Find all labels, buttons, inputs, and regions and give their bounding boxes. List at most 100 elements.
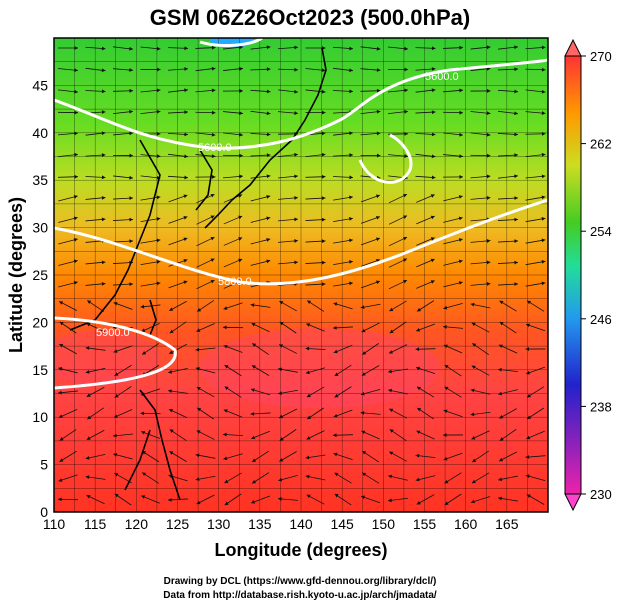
streamline-arrowhead [183,280,188,285]
streamline-arrowhead [349,68,353,73]
streamline-arrowhead [58,497,62,502]
streamline-arrowhead [73,195,78,199]
streamline-arrowhead [305,455,310,460]
contour-label: 5600.0 [198,142,232,154]
streamline-arrowhead [321,196,326,201]
contour-label: 5600.0 [425,71,459,83]
streamline-arrowhead [362,472,367,477]
x-tick-label: 150 [372,516,396,532]
streamline-arrowhead [541,281,546,286]
streamline-arrowhead [58,367,63,371]
y-axis-ticks: 0 5 10 15 20 25 30 35 40 45 [32,77,48,520]
streamline-arrowhead [266,111,271,116]
streamline-arrowhead [486,196,491,200]
streamline-arrowhead [223,306,228,310]
streamline-arrowhead [404,67,408,72]
streamline-arrowhead [431,46,436,51]
streamline-arrowhead [59,437,64,441]
streamline-arrowhead [362,351,367,355]
streamline-arrowhead [196,430,201,434]
streamline-arrowhead [223,344,228,349]
streamline-arrowhead [169,451,174,455]
streamline-arrowhead [113,349,118,353]
streamline-arrowhead [321,68,326,73]
streamline-arrowhead [141,328,146,332]
streamline-arrowhead [498,391,503,396]
streamline-arrowhead [239,45,243,50]
streamline-arrowhead [404,131,408,136]
streamline-arrowhead [472,458,477,463]
streamline-arrowhead [184,67,188,71]
streamline-arrowhead [73,216,78,221]
streamline-arrowhead [223,409,228,413]
streamline-arrowhead [376,46,381,51]
streamline-arrowhead [416,500,421,505]
streamline-arrowhead [85,346,90,351]
streamline-arrowhead [266,195,271,199]
streamline-arrowhead [404,46,408,51]
streamline-arrowhead [156,260,161,264]
streamline-arrowhead [129,175,133,180]
streamline-arrowhead [388,474,393,479]
streamline-arrowhead [349,175,353,180]
streamline-arrowhead [211,132,216,137]
streamline-arrowhead [251,322,256,327]
streamline-arrowhead [294,111,298,115]
streamline-arrowhead [101,153,106,157]
streamline-arrowhead [458,281,463,285]
streamline-arrowhead [238,215,243,220]
streamline-arrowhead [278,391,282,396]
streamline-arrowhead [526,435,531,440]
streamline-arrowhead [541,45,546,50]
streamline-arrowhead [389,408,394,413]
streamline-arrowhead [224,386,229,391]
streamline-arrowhead [129,153,133,158]
streamline-arrowhead [223,432,227,437]
streamline-arrowhead [349,131,353,136]
colorbar-tick-label: 238 [590,399,612,414]
streamline-arrowhead [279,344,284,348]
streamline-arrowhead [443,456,448,461]
plot-frame [53,37,549,513]
streamline-arrowhead [224,365,229,369]
streamline-arrowhead [59,321,64,326]
streamline-arrowhead [486,153,491,158]
streamline-arrowhead [389,329,394,334]
streamline-arrowhead [129,239,133,244]
streamline-arrowhead [306,323,311,327]
y-tick-label: 25 [32,267,48,283]
streamline-arrowhead [361,495,365,500]
streamline-arrowhead [239,153,243,158]
streamlines [57,45,546,506]
streamline-arrowhead [430,194,435,198]
colorbar-tick-label: 246 [590,312,612,327]
streamline-arrowhead [114,473,119,477]
streamline-arrowhead [224,501,229,506]
streamline-arrowhead [541,217,546,221]
streamline-arrowhead [459,175,463,179]
streamline-arrowhead [321,239,326,244]
streamline-arrowhead [458,259,463,264]
streamline-arrowhead [486,111,491,116]
streamline-arrowhead [321,217,326,222]
contour-5600-loop [358,133,413,184]
streamline-arrowhead [184,88,188,93]
streamline-arrowhead [74,68,78,73]
streamline-arrowhead [404,109,408,114]
streamline-arrowhead [321,110,326,115]
streamline-arrowhead [403,258,408,262]
streamline-arrowhead [514,45,518,50]
streamline-arrowhead [388,350,393,354]
streamline-arrowhead [266,132,271,137]
streamline-arrowhead [86,393,91,397]
streamline-arrowhead [87,415,92,420]
x-tick-label: 140 [289,516,313,532]
streamline-arrowhead [444,364,449,369]
streamline-arrowhead [333,349,338,354]
streamline-arrowhead [239,89,243,93]
streamline-arrowhead [224,479,229,484]
streamline-arrowhead [321,174,326,179]
streamline-arrowhead [430,237,435,241]
streamline-arrowhead [416,430,421,435]
